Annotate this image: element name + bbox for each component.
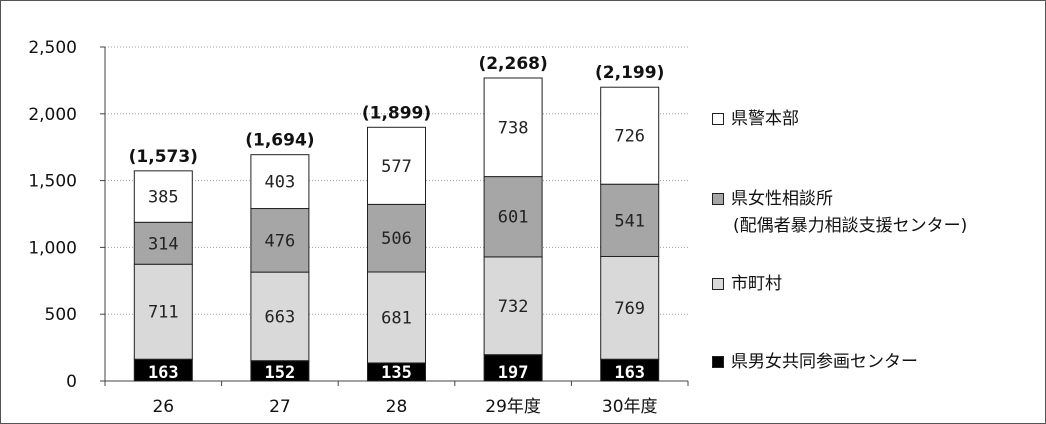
data-label: 152 [265,363,296,383]
legend-swatch-police [712,113,724,125]
bar-segment [483,354,543,382]
y-tick-label: 500 [45,305,77,325]
data-label: 476 [265,231,296,251]
x-category-label: 26 [152,397,174,417]
bar-segment [367,271,426,364]
legend-swatch-municipalities [712,278,724,290]
legend-label-gender-equality-center: 県男女共同参画センター [731,352,918,372]
data-label: 135 [381,363,412,383]
bar-segment [483,77,543,178]
legend-label-police: 県警本部 [731,109,799,129]
data-label: 163 [614,363,645,383]
legend-item-womens-consultation: 県女性相談所 (配偶者暴力相談支援センター) [712,184,967,236]
legend-sublabel-womens-consultation: (配偶者暴力相談支援センター) [733,216,968,236]
bar-segment [250,208,310,273]
data-label: 711 [148,303,179,323]
data-label: 732 [498,297,529,317]
legend-item-police: 県警本部 [712,104,799,129]
data-label: 681 [381,308,412,328]
x-category-label: 27 [269,397,291,417]
legend-swatch-gender-equality-center [712,356,724,368]
y-tick-label: 0 [66,372,77,392]
bar-segment [367,126,426,205]
x-category-label: 30年度 [602,397,658,417]
data-label: 314 [148,234,179,254]
total-label: (1,694) [245,131,314,151]
data-label: 385 [148,188,179,208]
legend-label-municipalities: 市町村 [731,274,782,294]
data-label: 726 [614,127,645,147]
total-label: (1,573) [129,147,198,167]
data-label: 738 [498,118,529,138]
data-label: 403 [265,173,296,193]
x-category-label: 28 [386,397,408,417]
total-label: (2,199) [595,63,664,83]
data-label: 197 [498,363,529,383]
legend-item-municipalities: 市町村 [712,269,782,294]
y-tick-label: 2,000 [28,105,77,125]
data-label: 769 [614,299,645,319]
data-label: 663 [265,307,296,327]
bar-segment [600,183,660,257]
x-category-label: 29年度 [485,397,541,417]
y-tick-label: 1,000 [28,238,77,258]
bar-segment [250,154,310,210]
total-label: (1,899) [362,103,431,123]
bar-segment [367,203,426,273]
y-tick-label: 1,500 [28,172,77,192]
data-label: 601 [498,208,529,228]
y-tick-label: 2,500 [28,38,77,58]
bar-segment [133,221,193,265]
total-label: (2,268) [478,54,547,74]
legend-label-womens-consultation: 県女性相談所 [731,189,833,209]
data-label: 163 [148,363,179,383]
bar-segment [133,170,193,223]
data-label: 577 [381,157,412,177]
bar-segment [133,263,193,360]
bar-segment [600,86,660,185]
data-label: 541 [614,211,645,231]
data-label: 506 [381,229,412,249]
bar-segment [600,255,660,360]
legend-swatch-womens-consultation [712,193,724,205]
legend-item-gender-equality-center: 県男女共同参画センター [712,347,918,372]
